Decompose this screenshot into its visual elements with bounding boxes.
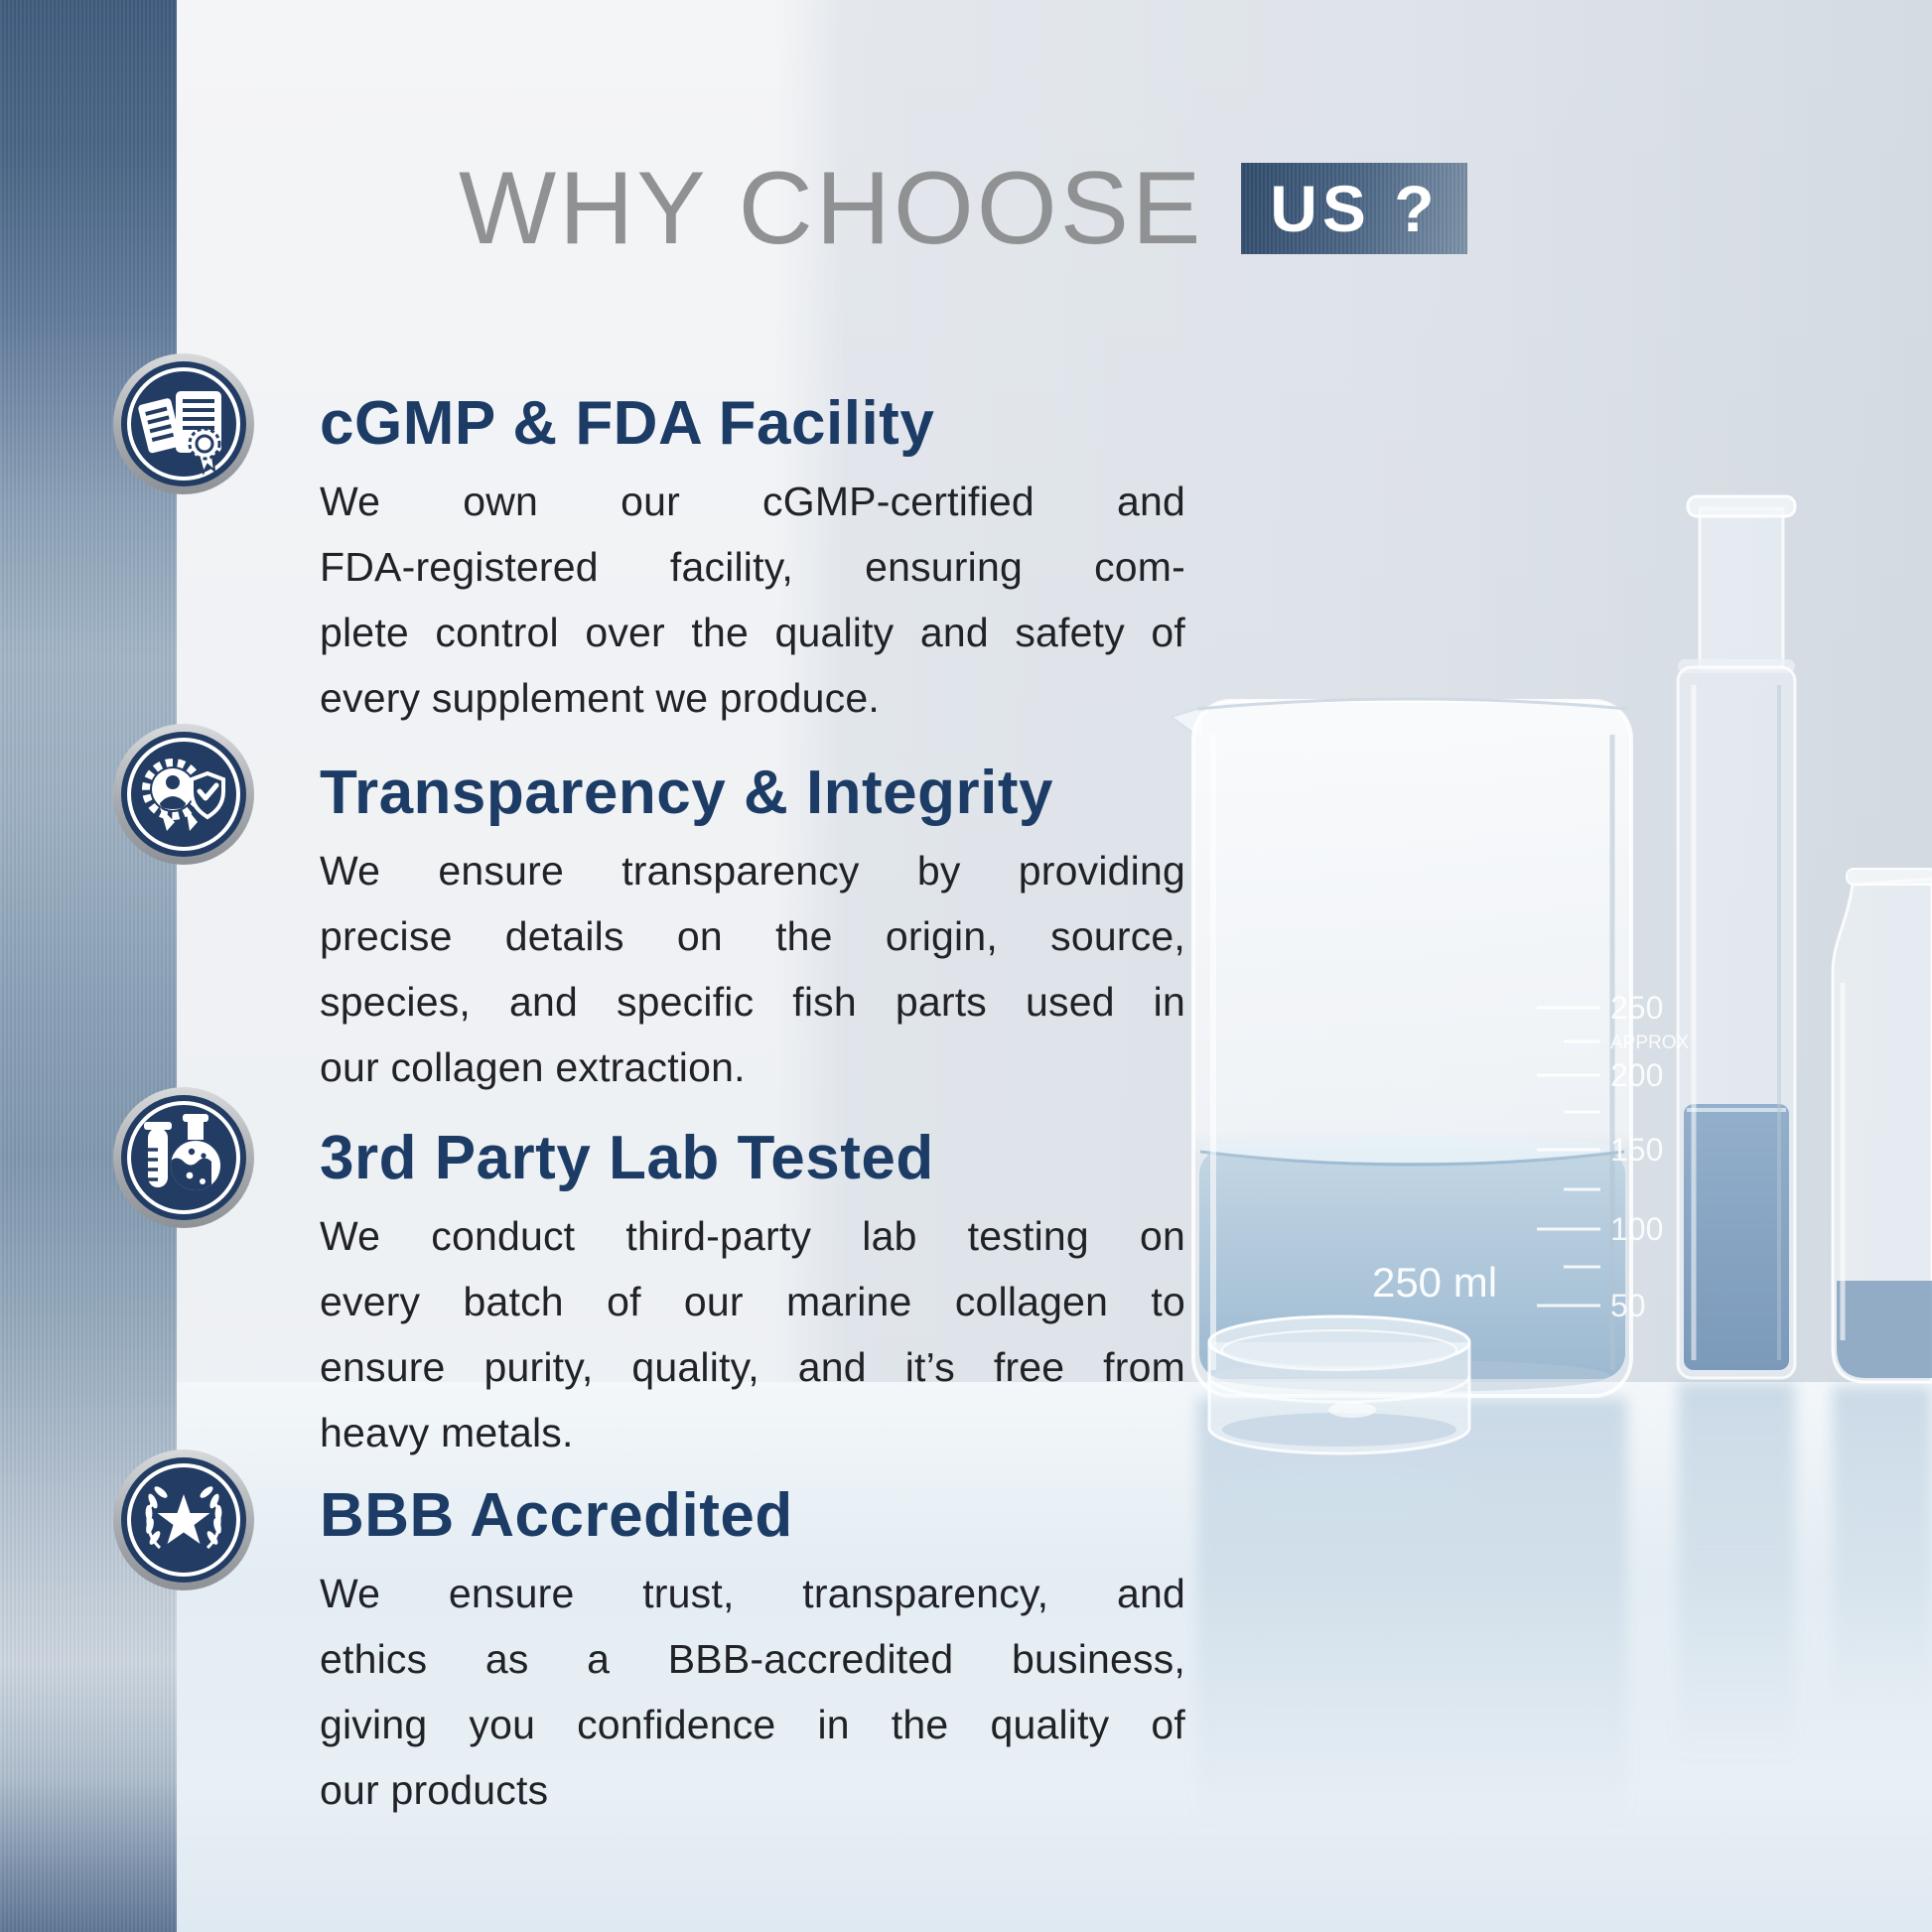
body-line: We conduct third-party lab testing on [320,1213,1185,1259]
glass-bottle [1831,868,1932,1384]
body-line: We ensure trust, transparency, and [320,1571,1185,1616]
body-line: every supplement we produce. [320,675,880,721]
section-body: We own our cGMP-certified and FDA-registe… [320,469,1185,731]
body-line: heavy metals. [320,1410,574,1455]
title-highlight-text: US ? [1270,172,1440,245]
beaker-scale-100: 100 [1610,1211,1663,1247]
beaker-scale-150: 150 [1610,1132,1663,1168]
body-line: FDA-registered facility, ensuring com- [320,544,1185,590]
title-highlight-box: US ? [1241,163,1468,254]
beaker-scale-250: 250 [1610,990,1663,1026]
petri-dish [1207,1314,1471,1455]
beaker-volume-label: 250 ml [1372,1259,1497,1306]
certificate-documents-icon [113,353,254,494]
beaker-scale-50: 50 [1610,1288,1646,1323]
left-steel-bar [0,0,177,1932]
section-body: We ensure transparency by providing preci… [320,838,1185,1100]
body-line: giving you confidence in the quality of [320,1702,1185,1747]
page-title: WHY CHOOSE [459,150,1204,266]
section-lab-tested: 3rd Party Lab Tested We conduct third-pa… [320,1124,1185,1465]
section-heading: 3rd Party Lab Tested [320,1124,934,1192]
section-body: We ensure trust, transparency, and ethics… [320,1561,1185,1823]
section-body: We conduct third-party lab testing on eve… [320,1203,1185,1465]
tall-cylinder [1676,494,1797,1380]
body-line: species, and specific fish parts used in [320,979,1185,1025]
body-line: We ensure transparency by providing [320,848,1185,894]
body-line: We own our cGMP-certified and [320,479,1185,524]
body-line: ensure purity, quality, and it’s free fr… [320,1344,1185,1390]
section-bbb-accredited: BBB Accredited We ensure trust, transpar… [320,1481,1185,1823]
beaker-scale-approx: APPROX [1610,1033,1690,1053]
beaker-scale-200: 200 [1610,1057,1663,1093]
section-transparency: Transparency & Integrity We ensure trans… [320,759,1185,1100]
page-title-row: WHY CHOOSE US ? [459,149,1468,268]
section-heading: Transparency & Integrity [320,759,1054,827]
laurel-star-icon [113,1449,254,1590]
section-heading: BBB Accredited [320,1481,793,1550]
section-heading: cGMP & FDA Facility [320,389,935,458]
body-line: our collagen extraction. [320,1044,746,1090]
body-line: every batch of our marine collagen to [320,1279,1185,1324]
floor-reflections [1197,1382,1932,1825]
body-line: plete control over the quality and safet… [320,610,1185,655]
body-line: our products [320,1767,549,1813]
beaker: 250 APPROX 200 150 100 50 250 ml [1169,697,1690,1398]
award-badge-shield-icon [113,724,254,865]
body-line: ethics as a BBB-accredited business, [320,1636,1185,1682]
lab-flask-test-tube-icon [113,1087,254,1228]
body-line: precise details on the origin, source, [320,913,1185,959]
beaker-graduation-ticks [1537,1006,1600,1308]
section-cgmp-fda: cGMP & FDA Facility We own our cGMP-cert… [320,389,1185,731]
